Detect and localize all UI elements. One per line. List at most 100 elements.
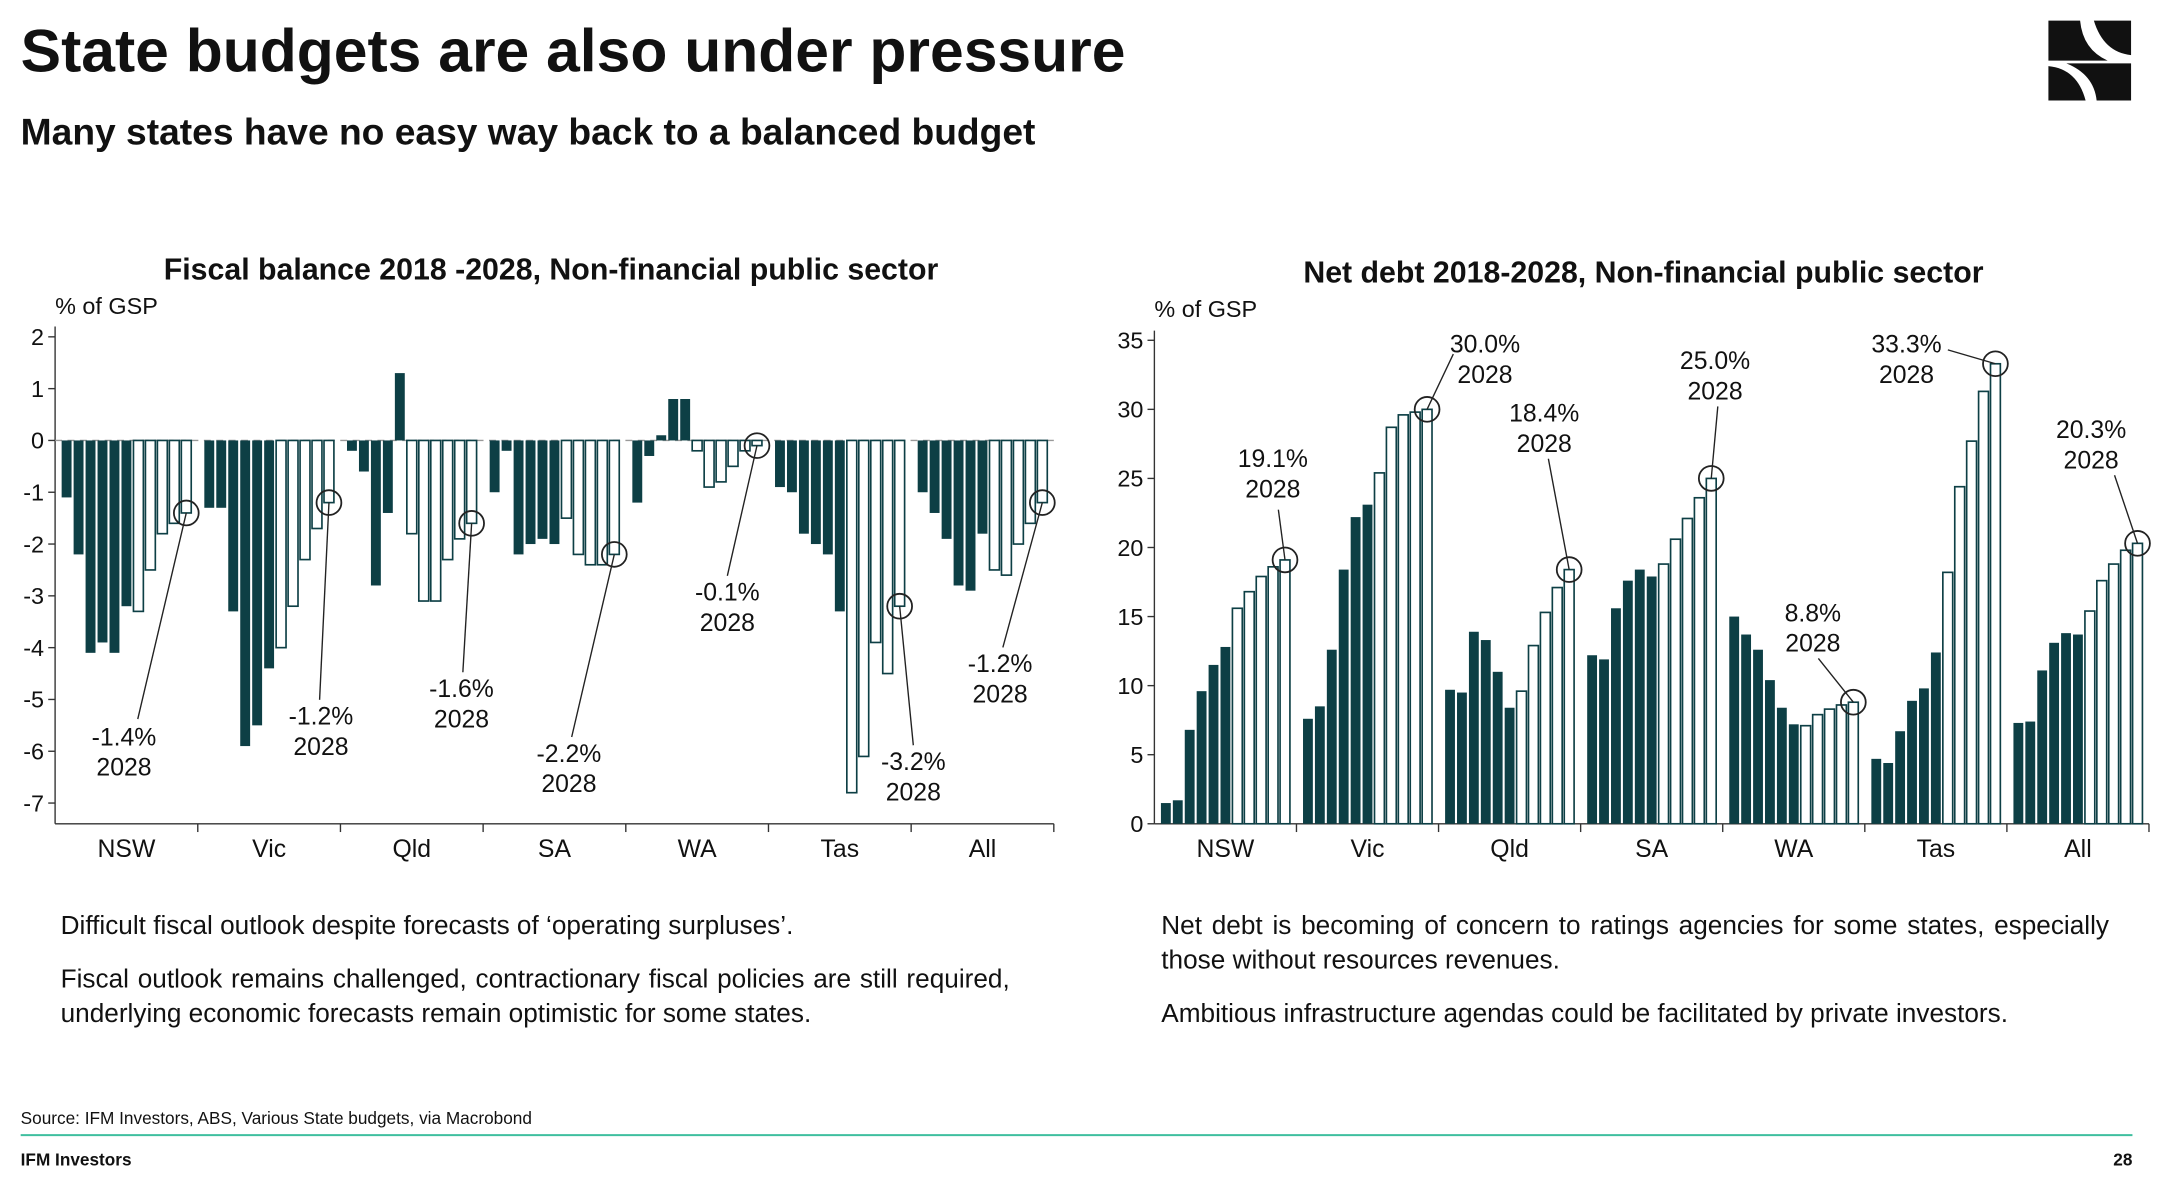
annotation-label: -0.1% [695, 580, 760, 607]
bar-actual [1883, 762, 1894, 824]
bar-forecast [715, 439, 727, 483]
bar-actual [1196, 691, 1207, 824]
bar-actual [489, 440, 500, 493]
bar-actual [1895, 731, 1906, 824]
bar-actual [1741, 634, 1752, 824]
bar-actual [1776, 707, 1787, 824]
y-tick-label: 25 [1117, 466, 1143, 492]
bar-forecast [1231, 607, 1244, 825]
bar-forecast [2131, 542, 2144, 825]
x-tick-label: Tas [1917, 836, 1956, 863]
annotation-label: 8.8% [1785, 600, 1841, 627]
bar-actual [252, 440, 263, 726]
bar-actual [2049, 642, 2060, 824]
annotation-leader [1426, 353, 1454, 410]
bar-actual [1788, 724, 1799, 824]
bar-actual [668, 399, 679, 441]
paragraph: Net debt is becoming of concern to ratin… [1161, 911, 2110, 976]
bar-forecast [988, 439, 1001, 571]
annotation-leader [571, 554, 615, 738]
bar-actual [370, 440, 381, 586]
y-tick-label: -6 [23, 739, 44, 765]
x-tick-label: Vic [1351, 836, 1385, 863]
bar-actual [786, 440, 797, 493]
bar-actual [1208, 664, 1219, 824]
bar-actual [1622, 580, 1633, 824]
bar-actual [656, 435, 667, 441]
bar-forecast [584, 439, 597, 566]
bar-actual [1919, 688, 1929, 824]
bar-actual [1871, 758, 1882, 824]
right-text: Net debt is becoming of concern to ratin… [1161, 909, 2109, 1051]
annotation-leader [2113, 475, 2139, 544]
annotation-label: -1.4% [92, 724, 157, 751]
y-tick-label: 1 [31, 376, 44, 402]
bar-forecast [1539, 611, 1552, 825]
annotation-label: 18.4% [1509, 401, 1579, 428]
annotation-year: 2028 [973, 682, 1028, 709]
bar-actual [501, 440, 512, 451]
bar-forecast [417, 439, 430, 602]
bar-forecast [323, 439, 335, 504]
page-number: 28 [2113, 1149, 2133, 1169]
annotation-label: 33.3% [1871, 332, 1941, 359]
logo [2048, 20, 2132, 101]
annotation-leader [137, 512, 187, 720]
bar-forecast [1421, 408, 1433, 825]
annotation-year: 2028 [886, 779, 941, 806]
bar-forecast [465, 439, 478, 525]
bar-actual [965, 440, 976, 591]
annotation-year: 2028 [541, 771, 596, 798]
bar-forecast [1024, 439, 1037, 525]
x-tick-label: SA [538, 836, 572, 863]
bar-forecast [1811, 713, 1824, 825]
bar-actual [109, 440, 120, 653]
bar-forecast [287, 439, 299, 608]
y-axis-label: % of GSP [55, 293, 158, 319]
bar-actual [1326, 649, 1337, 824]
chart-title: Net debt 2018-2028, Non-financial public… [1303, 256, 1983, 289]
annotation-year: 2028 [1245, 476, 1300, 503]
annotation-year: 2028 [2064, 447, 2119, 474]
annotation-label: 30.0% [1450, 332, 1520, 359]
y-tick-label: 35 [1117, 328, 1143, 354]
annotation-marker [743, 432, 771, 459]
bar-forecast [893, 439, 906, 608]
bar-forecast [1012, 439, 1025, 545]
bar-forecast [869, 439, 882, 644]
bar-forecast [132, 439, 145, 613]
annotation-marker [1413, 396, 1441, 423]
bar-forecast [1563, 568, 1575, 825]
annotation-leader [462, 523, 473, 673]
y-tick-label: 10 [1117, 673, 1143, 699]
bar-actual [1765, 680, 1775, 824]
annotation-leader [1277, 509, 1286, 561]
bar-forecast [1681, 517, 1694, 825]
bar-actual [1457, 692, 1467, 824]
bar-forecast [751, 439, 763, 447]
annotation-marker [1840, 688, 1867, 716]
bar-actual [680, 399, 691, 441]
bar-actual [1504, 707, 1515, 824]
x-tick-label: SA [1635, 836, 1669, 863]
annotation-year: 2028 [1457, 362, 1512, 389]
bar-forecast [1255, 575, 1267, 825]
annotation-leader [1947, 349, 1996, 365]
x-tick-label: All [969, 836, 997, 863]
y-tick-label: -4 [23, 635, 44, 661]
bar-actual [264, 440, 275, 669]
bar-forecast [1693, 496, 1706, 825]
bar-actual [1445, 689, 1455, 824]
annotation-marker [1029, 489, 1056, 516]
annotation-label: -2.2% [537, 741, 602, 768]
bar-actual [513, 440, 524, 555]
bar-forecast [691, 439, 703, 452]
bar-forecast [429, 439, 442, 602]
bar-forecast [2096, 579, 2108, 825]
bar-forecast [1551, 586, 1564, 825]
footer-brand: IFM Investors [21, 1149, 132, 1169]
bar-actual [1753, 649, 1763, 824]
bar-actual [1172, 800, 1183, 824]
bar-forecast [560, 439, 573, 519]
bar-forecast [180, 439, 193, 514]
